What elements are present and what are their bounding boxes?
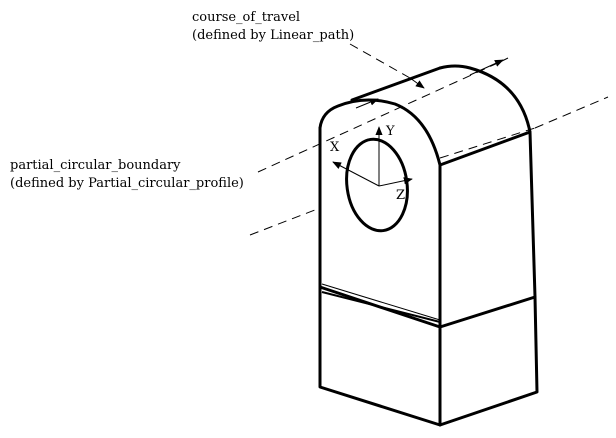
part-body: [318, 64, 539, 427]
boundary-def-label: (defined by Partial_circular_profile): [10, 176, 244, 191]
z-axis-label: Z: [396, 188, 405, 203]
front-arch: [318, 98, 442, 167]
coordinate-axes: Y X Z: [330, 124, 413, 203]
back-arch: [438, 64, 532, 134]
top-edge: [350, 66, 442, 102]
lower-right-face: [438, 295, 539, 427]
x-axis-arrow: [332, 161, 380, 187]
annotations: course_of_travel (defined by Linear_path…: [10, 10, 354, 191]
upper-right-face: [438, 130, 537, 299]
boundary-arrow: [355, 98, 379, 109]
step-line: [321, 291, 441, 323]
course-of-travel-line: [257, 57, 609, 173]
travel-def-label: (defined by Linear_path): [192, 28, 354, 43]
travel-leader: [349, 43, 425, 89]
boundary-name-label: partial_circular_boundary: [10, 158, 181, 173]
z-axis-arrow: [378, 177, 413, 187]
step-line-2: [321, 283, 441, 321]
y-axis-label: Y: [385, 124, 395, 139]
x-axis-label: X: [330, 140, 340, 155]
partial-boundary-line: [249, 127, 536, 236]
travel-name-label: course_of_travel: [192, 10, 300, 25]
